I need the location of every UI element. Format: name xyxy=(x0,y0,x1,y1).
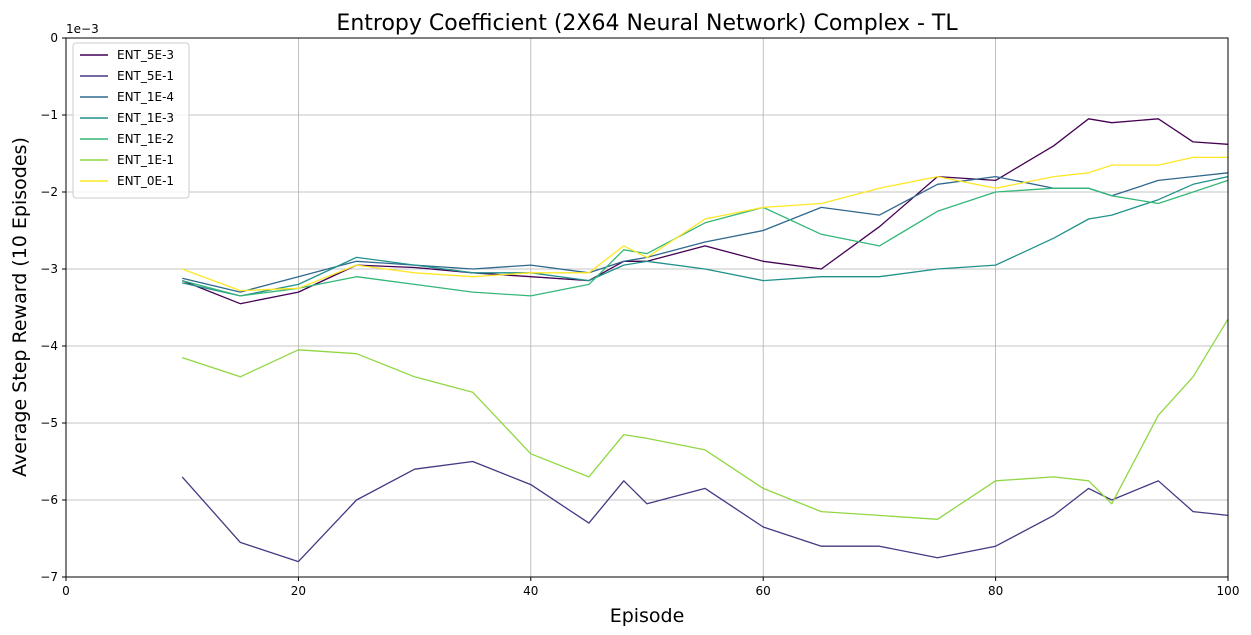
legend-label: ENT_0E-1 xyxy=(117,174,174,188)
series-line-ent_1e-4 xyxy=(182,172,1229,293)
grid xyxy=(65,37,1229,578)
x-axis-label: Episode xyxy=(610,605,685,627)
y-axis-label: Average Step Reward (10 Episodes) xyxy=(9,137,31,477)
x-tick-label: 20 xyxy=(291,584,306,598)
y-tick-label: −7 xyxy=(40,570,58,584)
legend-label: ENT_5E-3 xyxy=(117,48,174,62)
series-line-ent_5e-1 xyxy=(181,460,1229,563)
legend-label: ENT_1E-3 xyxy=(117,111,174,125)
y-tick-label: −3 xyxy=(40,262,58,276)
series-layer xyxy=(181,118,1229,563)
x-tick-label: 0 xyxy=(62,584,70,598)
x-tick-label: 80 xyxy=(988,584,1003,598)
plot-frame xyxy=(65,37,1229,578)
ticks: 0 20 40 60 80 100 −7 −6 −5 −4 −3 −2 −1 0 xyxy=(40,31,1239,598)
y-tick-label: −2 xyxy=(40,185,58,199)
legend-label: ENT_1E-2 xyxy=(117,132,174,146)
series-line-ent_1e-3 xyxy=(182,175,1229,297)
chart-title: Entropy Coefficient (2X64 Neural Network… xyxy=(336,11,958,36)
legend-label: ENT_1E-4 xyxy=(117,90,174,104)
x-tick-label: 60 xyxy=(756,584,771,598)
series-line-ent_5e-3 xyxy=(181,118,1229,305)
y-tick-label: −5 xyxy=(40,416,58,430)
x-tick-label: 100 xyxy=(1217,584,1240,598)
y-tick-label: −6 xyxy=(40,493,58,507)
series-line-ent_1e-1 xyxy=(181,318,1229,520)
y-tick-label: −4 xyxy=(40,339,58,353)
legend: ENT_5E-3 ENT_5E-1 ENT_1E-4 ENT_1E-3 ENT_1E-2… xyxy=(72,42,190,199)
legend-label: ENT_5E-1 xyxy=(117,69,174,83)
series-line-ent_0e-1 xyxy=(181,156,1228,292)
y-tick-label: 0 xyxy=(50,31,58,45)
x-tick-label: 40 xyxy=(523,584,538,598)
y-tick-label: −1 xyxy=(40,108,58,122)
legend-label: ENT_1E-1 xyxy=(117,153,174,167)
series-line-ent_1e-2 xyxy=(182,179,1229,297)
y-offset-label: 1e−3 xyxy=(66,22,99,36)
